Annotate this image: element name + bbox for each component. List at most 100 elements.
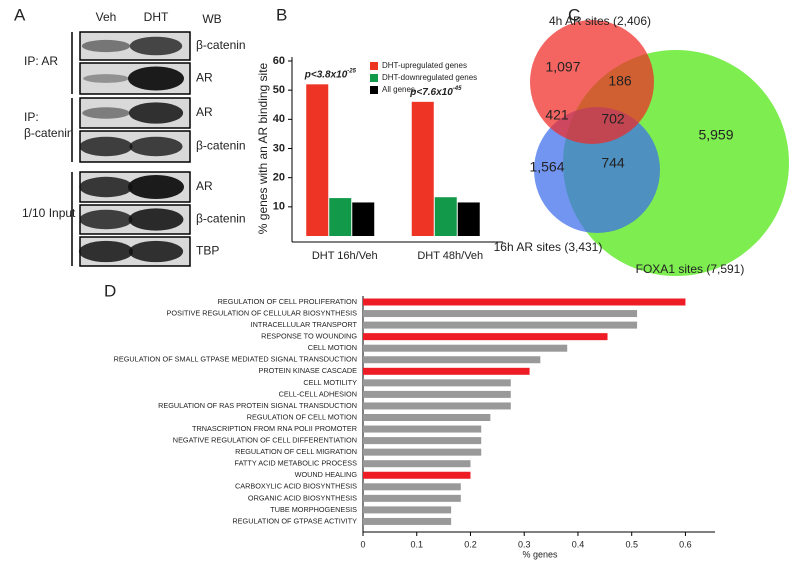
legend-label: All genes	[382, 85, 415, 94]
blot-band	[79, 136, 133, 157]
blot-band	[83, 74, 129, 83]
row-label: AR	[196, 179, 213, 193]
blot-band	[79, 176, 133, 198]
p-value-exponent: -45	[453, 85, 462, 91]
blot-band	[79, 209, 133, 230]
p-value: p<3.8x10-25	[304, 68, 357, 80]
blot-band	[128, 208, 184, 231]
bar	[363, 483, 461, 491]
legend-label: DHT-upregulated genes	[382, 61, 467, 70]
region-count: 421	[545, 107, 569, 123]
bar	[363, 506, 452, 514]
set-label: 4h AR sites (2,406)	[549, 14, 651, 28]
blot-band	[129, 136, 183, 157]
bar	[363, 402, 511, 410]
bar	[363, 390, 511, 398]
y-tick-label: 30	[273, 142, 285, 154]
row-label: TBP	[196, 244, 219, 258]
legend-label: DHT-downregulated genes	[382, 73, 477, 82]
method-label: WB	[202, 12, 221, 26]
category-label: POSITIVE REGULATION OF CELLULAR BIOSYNTH…	[167, 308, 358, 317]
group-label: IP: AR	[24, 54, 58, 68]
panel-label: A	[14, 5, 26, 24]
bar	[363, 494, 461, 502]
bar	[363, 379, 511, 387]
p-value-text: p<3.8x10	[304, 69, 348, 80]
blot-band	[78, 240, 134, 263]
region-count: 744	[601, 155, 625, 171]
category-label: CELL MOTION	[308, 343, 357, 352]
region-count: 702	[601, 111, 625, 127]
y-tick-label: 50	[273, 84, 285, 96]
blot-band	[82, 107, 130, 119]
x-tick-label: 0.4	[572, 539, 585, 549]
bar	[363, 333, 608, 341]
bar	[363, 437, 482, 445]
blot-band	[81, 39, 131, 53]
panel-label: C	[568, 5, 580, 24]
panel-label: B	[276, 5, 287, 24]
bar	[306, 84, 329, 236]
category-label: REGULATION OF RAS PROTEIN SIGNAL TRANSDU…	[158, 401, 357, 410]
category-label: REGULATION OF CELL MIGRATION	[235, 447, 357, 456]
x-tick-label: 0.2	[464, 539, 477, 549]
category-label: CELL MOTILITY	[303, 378, 357, 387]
bar	[434, 197, 457, 236]
blot-band	[129, 36, 183, 56]
bar	[363, 298, 686, 306]
group-label: β-catenin	[24, 126, 74, 140]
x-tick-label: 0.3	[518, 539, 531, 549]
set-label: FOXA1 sites (7,591)	[636, 262, 745, 276]
group-label: IP:	[24, 110, 39, 124]
category-label: PROTEIN KINASE CASCADE	[258, 366, 357, 375]
y-tick-label: 60	[273, 55, 285, 67]
x-tick-label: 0.5	[625, 539, 638, 549]
x-tick-label: 0.1	[410, 539, 423, 549]
y-axis-label: % genes with an AR binding site	[256, 62, 270, 234]
category-label: RESPONSE TO WOUNDING	[261, 332, 357, 341]
bar	[363, 344, 568, 352]
group-label: 1/10 Input	[22, 206, 76, 220]
p-value: p<7.6x10-45	[409, 85, 462, 97]
bar	[329, 198, 352, 236]
x-tick-label: 0.6	[679, 539, 692, 549]
p-value-text: p<7.6x10	[409, 86, 453, 97]
bar	[411, 101, 434, 236]
category-label: CARBOXYLIC ACID BIOSYNTHESIS	[235, 482, 357, 491]
row-label: β-catenin	[196, 139, 246, 153]
legend-swatch	[370, 86, 378, 94]
set-circle	[534, 107, 660, 233]
category-label: ORGANIC ACID BIOSYNTHESIS	[248, 493, 357, 502]
bar	[363, 471, 471, 479]
category-label: REGULATION OF SMALL GTPASE MEDIATED SIGN…	[114, 355, 357, 364]
category-label: INTRACELLULAR TRANSPORT	[251, 320, 358, 329]
region-count: 186	[608, 73, 632, 89]
bar	[363, 460, 471, 468]
legend-swatch	[370, 62, 378, 70]
p-value-exponent: -25	[347, 68, 356, 74]
bar	[363, 448, 482, 456]
bar	[363, 367, 530, 375]
category-label: FATTY ACID METABOLIC PROCESS	[235, 459, 358, 468]
set-circle	[530, 20, 654, 144]
column-label: Veh	[96, 10, 117, 24]
y-tick-label: 40	[273, 113, 285, 125]
bar	[363, 425, 482, 433]
bar	[363, 414, 491, 421]
bar	[363, 310, 638, 318]
x-tick-label: DHT 16h/Veh	[312, 250, 378, 262]
category-label: REGULATION OF GTPASE ACTIVITY	[232, 516, 357, 525]
category-label: TUBE MORPHOGENESIS	[270, 505, 357, 514]
category-label: TRNASCRIPTION FROM RNA POLII PROMOTER	[192, 424, 357, 433]
bar	[363, 517, 452, 525]
bar	[457, 202, 480, 236]
x-tick-label: 0	[360, 539, 365, 549]
category-label: CELL-CELL ADHESION	[279, 389, 357, 398]
set-label: 16h AR sites (3,431)	[494, 240, 603, 254]
column-label: DHT	[144, 10, 169, 24]
row-label: AR	[196, 105, 213, 119]
category-label: REGULATION OF CELL MOTION	[247, 412, 357, 421]
panel-label: D	[104, 281, 116, 300]
legend-swatch	[370, 74, 378, 82]
region-count: 1,097	[545, 59, 580, 75]
